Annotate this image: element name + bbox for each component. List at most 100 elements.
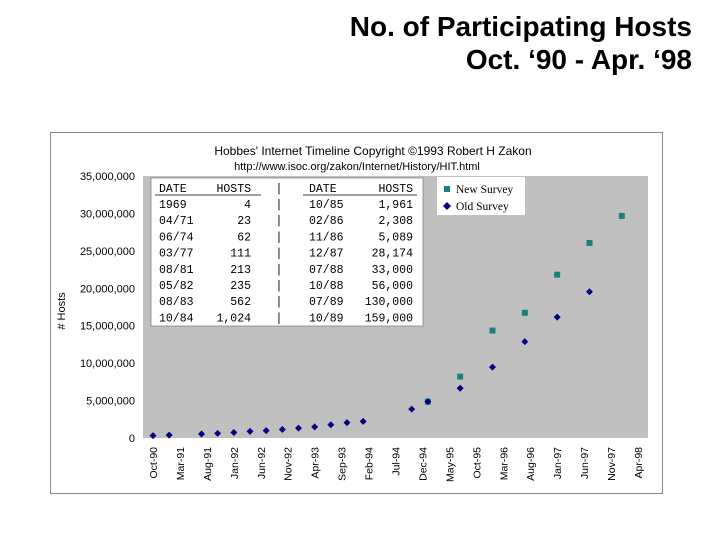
- table-cell: 08/81: [159, 264, 194, 277]
- table-cell: 07/88: [309, 264, 344, 277]
- table-cell: 213: [230, 264, 251, 277]
- data-points: [149, 212, 625, 440]
- y-tick-label: 5,000,000: [86, 396, 135, 408]
- x-tick-label: Apr-93: [310, 447, 322, 479]
- x-tick-label: Nov-92: [283, 447, 295, 481]
- table-cell: |: [276, 248, 283, 261]
- table-cell: 12/87: [309, 248, 344, 261]
- old-survey-point: [214, 429, 222, 437]
- old-survey-point: [246, 427, 254, 435]
- table-cell: 4: [244, 199, 251, 212]
- old-survey-point: [327, 421, 335, 429]
- table-cell: |: [276, 199, 283, 212]
- table-cell: 11/86: [309, 231, 344, 244]
- slide-title-line-2: Oct. ‘90 - Apr. ‘98: [465, 44, 692, 75]
- table-cell: 2,308: [378, 215, 413, 228]
- old-survey-point: [359, 417, 367, 425]
- table-header: DATE: [309, 183, 337, 196]
- old-survey-point: [521, 338, 529, 346]
- old-survey-point: [586, 288, 593, 296]
- table-cell: 111: [230, 248, 251, 261]
- old-survey-point: [489, 363, 496, 371]
- table-cell: 562: [230, 296, 251, 309]
- new-survey-point: [457, 373, 464, 380]
- table-cell: |: [276, 215, 283, 228]
- table-header: HOSTS: [216, 183, 251, 196]
- x-tick-label: Apr-98: [633, 447, 645, 479]
- table-cell: 08/83: [159, 296, 194, 309]
- x-tick-label: Aug-96: [525, 447, 537, 481]
- table-header: HOSTS: [378, 183, 413, 196]
- x-tick-label: Feb-94: [364, 447, 376, 480]
- table-header: DATE: [159, 183, 187, 196]
- x-tick-label: Mar-91: [175, 447, 187, 480]
- table-cell: 235: [230, 280, 251, 293]
- old-survey-point: [424, 398, 432, 406]
- table-cell: 28,174: [372, 248, 414, 261]
- table-cell: 33,000: [372, 264, 414, 277]
- y-tick-label: 35,000,000: [80, 171, 135, 183]
- y-tick-label: 20,000,000: [80, 283, 135, 295]
- x-tick-label: Dec-94: [417, 447, 429, 481]
- y-tick-label: 0: [129, 433, 135, 445]
- table-cell: 56,000: [372, 280, 414, 293]
- x-tick-label: Jun-97: [579, 447, 591, 479]
- old-survey-point: [165, 431, 173, 439]
- old-survey-point: [230, 429, 238, 437]
- y-tick-label: 30,000,000: [80, 208, 135, 220]
- table-cell: 10/89: [309, 312, 344, 325]
- x-tick-label: Nov-97: [606, 447, 618, 481]
- y-tick-label: 10,000,000: [80, 358, 135, 370]
- table-cell: 04/71: [159, 215, 194, 228]
- x-tick-label: Oct-90: [148, 447, 160, 479]
- table-cell: 130,000: [365, 296, 413, 309]
- legend-label: Old Survey: [456, 201, 509, 213]
- old-survey-point: [408, 405, 416, 413]
- new-survey-point: [586, 239, 593, 246]
- chart-title: Hobbes' Internet Timeline Copyright ©199…: [214, 144, 531, 158]
- x-tick-label: Oct-95: [471, 447, 483, 479]
- slide-title-line-1: No. of Participating Hosts: [349, 11, 692, 42]
- y-axis-label: # Hosts: [56, 292, 68, 330]
- table-cell: 10/84: [159, 312, 194, 325]
- hosts-table: DATE HOSTS | DATE HOSTS 1969 4 | 10/85 1,961 04/71…: [150, 177, 424, 327]
- table-cell: |: [276, 296, 283, 309]
- new-survey-point: [489, 327, 496, 334]
- old-survey-point: [343, 419, 351, 427]
- x-tick-label: Aug-91: [202, 447, 214, 481]
- x-axis: Oct-90 Mar-91 Aug-91 Jan-92 Jun-92 Nov-92 Apr-…: [148, 447, 645, 482]
- new-survey-point: [618, 212, 625, 219]
- new-survey-point: [521, 309, 528, 316]
- table-cell: |: [276, 264, 283, 277]
- table-cell: 07/89: [309, 296, 344, 309]
- old-survey-point: [198, 430, 205, 438]
- table-cell: 159,000: [365, 312, 413, 325]
- table-cell: 10/88: [309, 280, 344, 293]
- old-survey-point: [149, 432, 157, 440]
- hosts-chart: Hobbes' Internet Timeline Copyright ©199…: [56, 144, 648, 482]
- chart-frame: Hobbes' Internet Timeline Copyright ©199…: [50, 132, 663, 494]
- x-tick-label: May-95: [444, 447, 456, 482]
- x-tick-label: Jan-97: [552, 447, 564, 479]
- old-survey-point: [262, 427, 270, 435]
- x-tick-label: Sep-93: [337, 447, 349, 481]
- table-cell: 02/86: [309, 215, 344, 228]
- x-tick-label: Jun-92: [256, 447, 268, 479]
- table-cell: 05/82: [159, 280, 194, 293]
- x-tick-label: Mar-96: [498, 447, 510, 480]
- old-survey-point: [278, 425, 286, 433]
- table-cell: |: [276, 231, 283, 244]
- table-cell: 62: [237, 231, 251, 244]
- old-survey-point: [295, 424, 302, 432]
- table-cell: 23: [237, 215, 251, 228]
- old-survey-point: [311, 423, 319, 431]
- old-survey-point: [456, 384, 464, 392]
- slide-title: No. of Participating Hosts Oct. ‘90 - Ap…: [350, 10, 692, 76]
- table-cell: 10/85: [309, 199, 344, 212]
- legend-marker-diamond: [443, 202, 451, 210]
- new-survey-point: [554, 271, 561, 278]
- table-cell: 1,961: [378, 199, 413, 212]
- legend-label: New Survey: [456, 184, 513, 196]
- chart-subtitle: http://www.isoc.org/zakon/Internet/Histo…: [234, 161, 480, 173]
- legend: New Survey Old Survey: [437, 177, 525, 215]
